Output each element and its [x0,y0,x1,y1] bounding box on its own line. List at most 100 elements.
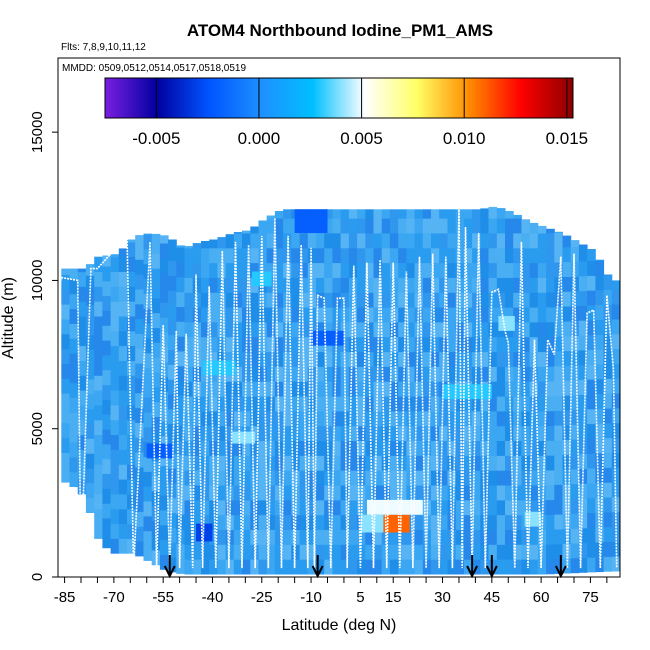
heat-cell [242,233,251,249]
heat-cell [201,277,210,293]
heat-cell [431,544,440,560]
heat-cell [266,247,276,264]
heat-cell [61,408,70,424]
heat-cell [159,539,169,555]
heat-cell [118,405,128,421]
heat-cell [570,240,580,247]
heat-cell [217,425,227,441]
heat-cell [77,286,87,302]
colorbar-tick-label: 0.000 [238,129,281,148]
heat-cell [159,257,169,274]
heat-cell [324,292,333,308]
heat-cell [422,485,432,501]
heat-cell [316,351,325,367]
heat-cell [373,440,383,456]
heat-cell [447,425,457,441]
heat-cell [381,440,391,456]
heat-cell [209,277,218,293]
heat-cell [611,496,621,513]
heat-cell [143,249,153,265]
heat-cell [439,209,448,219]
heat-cell [496,410,506,427]
heat-cell [184,366,194,382]
heat-cell [159,510,169,526]
heat-cell [209,307,218,323]
heat-cell [357,396,366,412]
heat-cell [381,277,391,293]
heat-cell [455,470,465,486]
heat-cell [348,209,358,219]
heat-cell [463,209,473,219]
heat-cell [554,499,563,515]
heat-cell [562,350,572,366]
heat-cell [118,316,128,332]
heat-cell [69,353,79,369]
heat-cell [439,307,448,323]
heat-cell [562,365,572,381]
heat-cell [316,485,325,501]
heat-cell [242,544,251,560]
heat-cell [513,366,522,382]
heat-cell [554,558,563,574]
heat-cell [455,440,465,456]
heat-cell [143,397,153,413]
heat-cell [233,233,243,249]
heat-cell [595,319,605,335]
heat-highlight [366,499,423,515]
heat-cell [127,330,136,347]
heat-cell [94,286,103,302]
heat-cell [258,425,268,441]
heat-cell [176,306,185,322]
heat-cell [570,276,580,292]
heat-cell [61,274,70,290]
heat-cell [159,495,169,511]
x-tick-label: 45 [483,589,500,606]
heat-cell [135,318,144,334]
heat-cell [332,351,342,367]
heat-cell [480,366,489,382]
x-tick-label: -55 [152,589,174,606]
heat-cell [299,440,309,456]
heat-cell [118,248,128,258]
heat-cell [496,514,506,530]
heat-cell [209,499,218,516]
heat-cell [505,218,514,234]
heat-cell [537,410,547,427]
heat-cell [422,425,432,441]
heat-cell [258,470,268,486]
heat-cell [274,499,284,516]
heat-cell [209,247,218,264]
heat-cell [110,375,120,391]
heat-cell [521,396,531,412]
heat-cell [184,544,194,560]
heat-cell [61,348,70,364]
heat-cell [242,410,251,427]
heat-cell [135,407,144,423]
heat-cell [496,559,506,575]
heat-cell [595,275,605,291]
heat-cell [168,364,177,380]
heat-cell [340,366,350,382]
flight-track [57,206,618,569]
heat-cell [94,494,103,510]
heat-cell [176,410,185,426]
heat-cell [562,335,572,352]
heat-cell [307,514,317,530]
heat-cell [135,289,144,305]
heat-cell [496,277,506,293]
heat-cell [398,396,407,412]
heat-cell [242,396,251,412]
heat-cell [110,523,120,539]
heat-cell [135,244,144,260]
heat-cell [562,235,572,248]
heat-cell [595,467,605,484]
heat-cell [595,364,605,380]
heat-cell [513,455,522,471]
heat-cell [102,473,112,489]
heat-cell [209,514,218,530]
heat-cell [168,497,177,514]
heat-cell [455,351,465,367]
heat-cell [258,410,268,427]
heat-cell [233,247,243,264]
heat-cell [496,336,506,353]
